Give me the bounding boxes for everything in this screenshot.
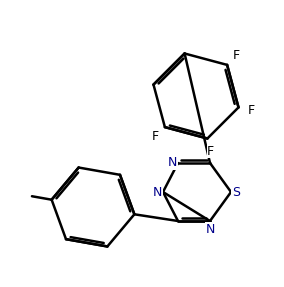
- Text: N: N: [168, 156, 177, 170]
- Text: S: S: [232, 185, 240, 199]
- Text: N: N: [205, 223, 215, 236]
- Text: N: N: [153, 185, 162, 199]
- Text: F: F: [247, 104, 255, 117]
- Text: F: F: [152, 130, 159, 143]
- Text: F: F: [233, 49, 240, 62]
- Text: F: F: [207, 145, 214, 158]
